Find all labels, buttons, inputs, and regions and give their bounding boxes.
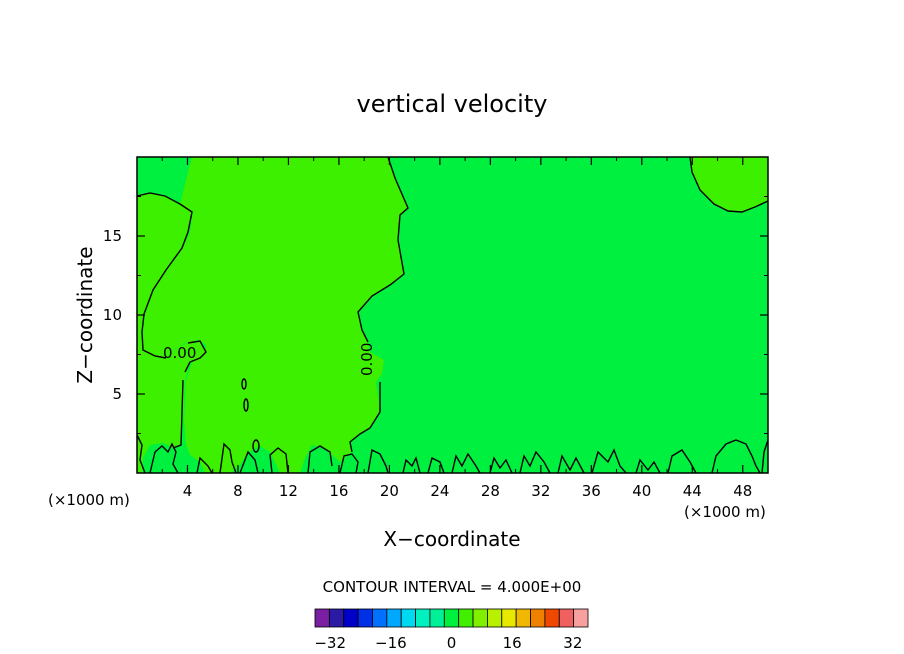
colorbar-swatch: [314, 608, 330, 628]
contour-label: 0.00: [163, 344, 196, 362]
colorbar-swatch: [515, 608, 531, 628]
contour-small-closed: [252, 439, 260, 453]
x-tick-label: 28: [481, 482, 500, 500]
colorbar-tick-label: 16: [503, 634, 522, 652]
colorbar-swatch: [558, 608, 575, 628]
colorbar-swatch: [372, 608, 388, 628]
colorbar-swatch: [415, 608, 431, 628]
x-unit-label-left: (×1000 m): [48, 491, 130, 509]
colorbar-tick-label: −16: [375, 634, 407, 652]
contour-line-top-right: [689, 156, 769, 213]
contour-label: 0.00: [358, 343, 376, 376]
plot-area: 0.00 0.00: [136, 156, 769, 474]
contour-interval-text: CONTOUR INTERVAL = 4.000E+00: [323, 578, 582, 596]
colorbar-swatch: [328, 608, 345, 628]
colorbar-tick-label: 0: [447, 634, 457, 652]
x-tick-label: 44: [683, 482, 702, 500]
contour-line-bend: [184, 340, 207, 373]
colorbar-swatch: [472, 608, 488, 628]
contour-line-surface: [136, 434, 769, 474]
colorbar-swatch: [357, 608, 373, 628]
colorbar-swatch: [501, 608, 517, 628]
colorbar-swatch: [573, 608, 589, 628]
contour-line-left: [136, 192, 193, 359]
x-tick-label: 4: [183, 482, 193, 500]
colorbar-swatch: [429, 608, 445, 628]
colorbar-swatch: [443, 608, 460, 628]
chart-title: vertical velocity: [357, 90, 548, 118]
x-tick-label: 20: [380, 482, 399, 500]
x-tick-label: 48: [733, 482, 752, 500]
colorbar-swatch: [343, 608, 359, 628]
x-axis: 4 8 12 16 20 24 28 32 36 40 44 48: [161, 157, 752, 500]
contour-lines: [136, 156, 769, 474]
left-positive-region: [137, 193, 206, 473]
colorbar-tick-label: 32: [563, 634, 582, 652]
colorbar-swatch: [386, 608, 402, 628]
x-tick-label: 8: [233, 482, 243, 500]
contour-small-closed: [241, 378, 247, 390]
z-tick-label: 15: [103, 227, 122, 245]
z-axis: 5 10 15: [103, 196, 768, 434]
z-tick-label: 5: [112, 385, 122, 403]
colorbar-swatch: [400, 608, 416, 628]
x-tick-label: 16: [329, 482, 348, 500]
colorbar-swatch: [530, 608, 546, 628]
contour-line-left-lower: [172, 379, 184, 449]
contour-line-center-upper: [357, 156, 409, 343]
colorbar: [314, 608, 589, 628]
x-tick-label: 24: [430, 482, 449, 500]
contour-small-closed: [243, 398, 249, 412]
x-tick-label: 40: [632, 482, 651, 500]
z-tick-label: 10: [103, 306, 122, 324]
colorbar-swatch: [487, 608, 503, 628]
x-tick-label: 32: [531, 482, 550, 500]
x-unit-label-right: (×1000 m): [684, 503, 766, 521]
colorbar-tick-label: −32: [314, 634, 346, 652]
top-right-positive-region: [690, 157, 768, 212]
z-axis-title: Z−coordinate: [73, 246, 97, 383]
x-tick-label: 36: [582, 482, 601, 500]
contour-line-center-lower: [349, 382, 381, 453]
x-axis-title: X−coordinate: [383, 527, 520, 551]
colorbar-ticks: −32 −16 0 16 32: [314, 634, 582, 652]
colorbar-swatch: [544, 608, 560, 628]
colorbar-swatch: [458, 608, 474, 628]
central-positive-region: [143, 157, 408, 473]
x-tick-label: 12: [279, 482, 298, 500]
